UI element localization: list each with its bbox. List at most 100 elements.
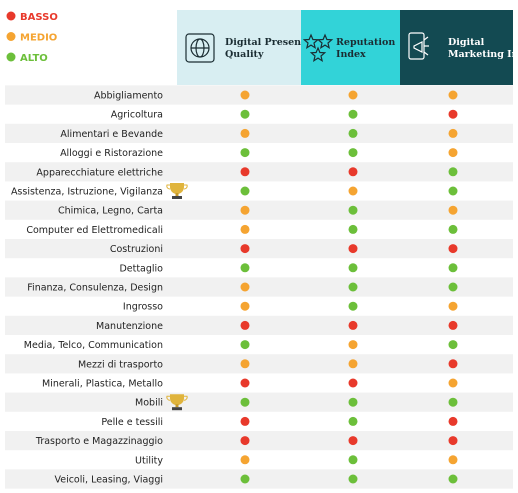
- level-dot: [348, 244, 358, 254]
- level-dot: [348, 224, 358, 234]
- level-dot: [348, 474, 358, 484]
- legend-dot: [6, 52, 16, 62]
- trophy: [170, 394, 184, 406]
- column-title: Digital Presence Quality: [225, 37, 313, 60]
- header-icon: [408, 32, 429, 60]
- column-header: [400, 10, 513, 85]
- level-dot: [240, 224, 250, 234]
- legend-label: MEDIO: [20, 33, 57, 44]
- trophy: [175, 193, 179, 196]
- trophy: [170, 183, 184, 194]
- level-dot: [348, 263, 358, 273]
- row-label: Manutenzione: [96, 321, 163, 332]
- row-band: [5, 200, 513, 220]
- row-band: [5, 431, 513, 451]
- row-label: Utility: [135, 455, 163, 466]
- level-dot: [448, 167, 458, 177]
- level-dot: [448, 474, 458, 484]
- level-dot: [240, 340, 250, 350]
- row-label: Mezzi di trasporto: [78, 359, 163, 370]
- icon: [185, 33, 215, 63]
- level-dot: [348, 186, 358, 196]
- level-dot: [240, 263, 250, 273]
- level-dot: [448, 90, 458, 100]
- legend-dot: [6, 32, 16, 41]
- row-label: Media, Telco, Communication: [24, 340, 163, 351]
- trophy-icon: [166, 394, 188, 411]
- level-dot: [348, 282, 358, 292]
- level-dot: [448, 263, 458, 273]
- row-label: Alimentari e Bevande: [60, 129, 163, 140]
- level-dot: [240, 205, 250, 215]
- level-dot: [240, 474, 250, 484]
- row-label: Chimica, Legno, Carta: [58, 206, 163, 217]
- level-dot: [448, 397, 458, 407]
- level-dot: [240, 244, 250, 254]
- level-dot: [240, 90, 250, 100]
- level-dot: [448, 148, 458, 158]
- row-label: Abbigliamento: [94, 91, 163, 102]
- level-dot: [448, 224, 458, 234]
- level-dot: [348, 359, 358, 369]
- trophy-icon: [166, 183, 188, 199]
- icon: [413, 36, 429, 56]
- level-dot: [348, 167, 358, 177]
- trophy: [172, 196, 182, 199]
- legend-dot: [6, 11, 16, 21]
- level-dot: [448, 416, 458, 426]
- row-label: Veicoli, Leasing, Viaggi: [54, 475, 163, 486]
- row-band: [5, 315, 513, 335]
- row-label: Dettaglio: [119, 263, 163, 274]
- level-dot: [448, 455, 458, 465]
- icon: [302, 33, 334, 62]
- header-icon: [185, 33, 215, 63]
- level-dot: [240, 320, 250, 330]
- row-band: [5, 162, 513, 182]
- column-title: Reputation Index: [336, 37, 395, 60]
- level-dot: [448, 128, 458, 138]
- level-dot: [240, 301, 250, 311]
- level-dot: [240, 167, 250, 177]
- level-dot: [448, 244, 458, 254]
- level-dot: [240, 148, 250, 158]
- level-dot: [448, 109, 458, 119]
- level-dot: [448, 282, 458, 292]
- level-dot: [348, 148, 358, 158]
- level-dot: [348, 128, 358, 138]
- row-label: Pelle e tessili: [101, 417, 163, 428]
- level-dot: [348, 416, 358, 426]
- row-label: Trasporto e Magazzinaggio: [35, 436, 163, 447]
- level-dot: [348, 397, 358, 407]
- level-dot: [240, 416, 250, 426]
- level-dot: [240, 455, 250, 465]
- row-label: Mobili: [135, 398, 163, 409]
- level-dot: [448, 205, 458, 215]
- level-dot: [240, 186, 250, 196]
- legend-label: BASSO: [20, 12, 58, 23]
- level-dot: [448, 378, 458, 388]
- level-dot: [240, 128, 250, 138]
- row-label: Alloggi e Ristorazione: [60, 148, 163, 159]
- column-header: [301, 10, 400, 85]
- row-label: Apparecchiature elettriche: [36, 167, 163, 178]
- header-icon: [302, 33, 334, 62]
- level-dot: [240, 378, 250, 388]
- row-label: Computer ed Elettromedicali: [26, 225, 163, 236]
- level-dot: [348, 301, 358, 311]
- level-dot: [448, 301, 458, 311]
- level-dot: [348, 109, 358, 119]
- row-band: [5, 277, 513, 297]
- level-dot: [348, 90, 358, 100]
- row-band: [5, 469, 513, 489]
- legend-label: ALTO: [20, 53, 48, 64]
- row-label: Agricoltura: [111, 110, 163, 121]
- level-dot: [240, 436, 250, 446]
- level-dot: [448, 320, 458, 330]
- level-dot: [348, 378, 358, 388]
- level-dot: [348, 340, 358, 350]
- level-dot: [448, 186, 458, 196]
- trophy: [166, 184, 188, 190]
- trophy: [166, 395, 188, 401]
